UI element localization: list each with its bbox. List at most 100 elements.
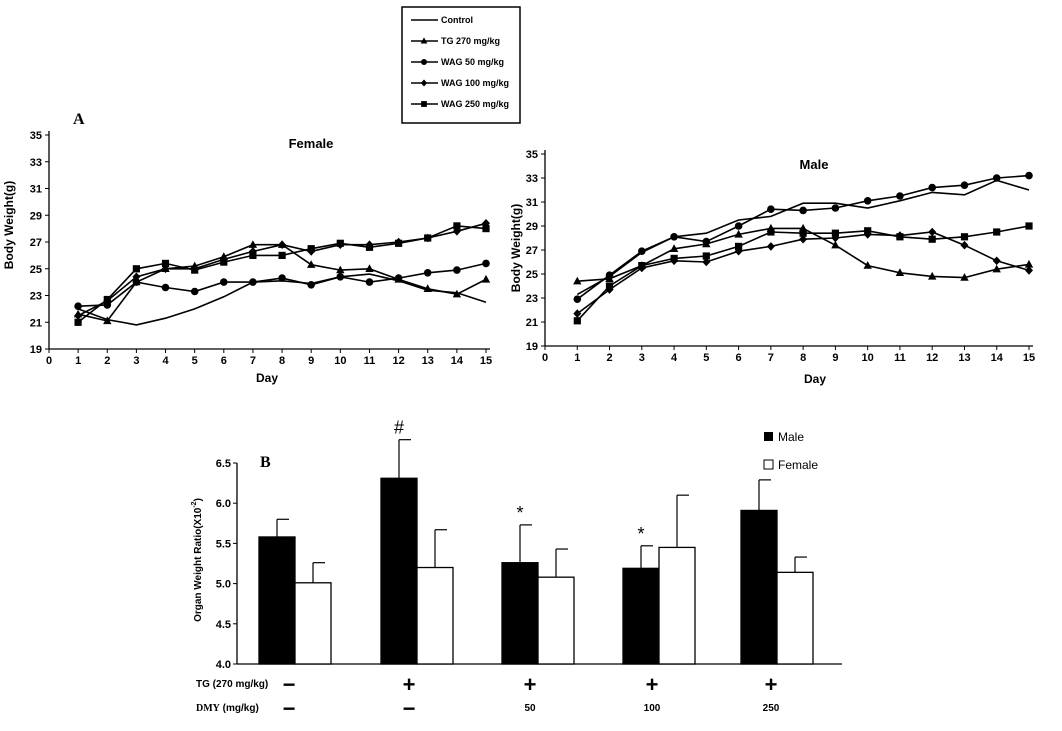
data-point bbox=[767, 228, 775, 236]
tg-row-label: TG (270 mg/kg) bbox=[196, 679, 268, 690]
x-tick-label: 6 bbox=[221, 355, 227, 367]
bar-y-axis-label-close: ) bbox=[193, 498, 204, 501]
x-tick-label: 10 bbox=[862, 352, 874, 364]
bar bbox=[658, 546, 696, 665]
treatment-conditions: TG (270 mg/kg) DMY (mg/kg) − + + + +− −50 100 2… bbox=[196, 672, 780, 721]
x-tick-label: 10 bbox=[334, 355, 346, 367]
x-tick-label: 4 bbox=[162, 355, 169, 367]
x-tick-label: 15 bbox=[1023, 352, 1035, 364]
tg-cell: − bbox=[283, 672, 296, 697]
legend-item-tg-270-mg-kg: TG 270 mg/kg bbox=[411, 36, 500, 46]
y-tick-label: 29 bbox=[30, 210, 42, 222]
y-tick-label: 35 bbox=[30, 130, 42, 142]
data-point bbox=[960, 181, 969, 189]
y-tick-label: 19 bbox=[30, 344, 42, 356]
data-point bbox=[1025, 222, 1033, 230]
x-tick-label: 14 bbox=[451, 355, 464, 367]
data-point bbox=[896, 192, 904, 200]
data-point bbox=[605, 271, 614, 279]
data-point bbox=[928, 235, 936, 243]
y-tick-label: 31 bbox=[526, 197, 538, 209]
x-tick-label: 2 bbox=[606, 352, 612, 364]
bar-series-male bbox=[258, 439, 778, 665]
data-point bbox=[670, 254, 678, 262]
line-legend: Control TG 270 mg/kg WAG 50 mg/kg WAG 100 m… bbox=[401, 6, 521, 124]
series-tg-270-mg-kg bbox=[573, 223, 1034, 285]
bar-legend: Male Female bbox=[763, 430, 818, 472]
bar bbox=[537, 576, 575, 665]
y-tick-label: 33 bbox=[30, 157, 42, 169]
bar bbox=[258, 536, 296, 665]
data-point bbox=[220, 258, 228, 266]
x-tick-label: 12 bbox=[926, 352, 938, 364]
data-point bbox=[395, 239, 403, 247]
male-line-chart: Male Body Weight(g) Day 1921232527293133… bbox=[509, 149, 1035, 386]
data-point bbox=[863, 197, 872, 205]
data-point bbox=[482, 225, 490, 233]
data-point bbox=[278, 274, 286, 282]
data-point bbox=[670, 233, 678, 241]
x-tick-label: 1 bbox=[574, 352, 580, 364]
bar bbox=[294, 582, 332, 665]
data-point bbox=[638, 247, 646, 255]
data-point bbox=[863, 261, 872, 269]
data-point bbox=[896, 233, 904, 241]
dmy-row-label-prefix: DMY bbox=[196, 703, 221, 714]
series-wag-250-mg-kg bbox=[74, 222, 490, 326]
data-point bbox=[74, 318, 82, 326]
y-tick-label: 25 bbox=[30, 264, 42, 276]
bar bbox=[776, 571, 814, 665]
bar bbox=[622, 567, 660, 665]
x-tick-label: 5 bbox=[192, 355, 198, 367]
y-tick-label: 4.0 bbox=[216, 659, 231, 671]
female-chart-title: Female bbox=[289, 136, 334, 151]
y-tick-label: 27 bbox=[30, 237, 42, 249]
y-tick-label: 31 bbox=[30, 184, 42, 196]
y-tick-label: 6.5 bbox=[216, 458, 231, 470]
data-point bbox=[103, 295, 111, 304]
data-point bbox=[702, 237, 711, 246]
tg-cell: + bbox=[524, 672, 537, 697]
data-point bbox=[766, 242, 775, 251]
y-tick-label: 4.5 bbox=[216, 619, 231, 631]
data-point bbox=[831, 229, 839, 237]
x-tick-label: 2 bbox=[104, 355, 110, 367]
female-series bbox=[73, 219, 491, 326]
legend-item-wag-250-mg-kg: WAG 250 mg/kg bbox=[411, 99, 509, 109]
y-tick-label: 19 bbox=[526, 341, 538, 353]
data-point bbox=[992, 174, 1001, 182]
bar-series-female bbox=[294, 494, 814, 665]
male-series bbox=[573, 171, 1034, 325]
bar bbox=[740, 509, 778, 665]
y-tick-label: 5.0 bbox=[216, 579, 231, 591]
y-tick-label: 23 bbox=[526, 293, 538, 305]
data-point bbox=[831, 204, 840, 212]
bar-y-axis-label-exp: -2 bbox=[191, 501, 198, 507]
data-point bbox=[864, 227, 872, 235]
data-point bbox=[734, 222, 743, 230]
dmy-row-label-unit: (mg/kg) bbox=[220, 703, 259, 714]
data-point bbox=[424, 234, 432, 242]
y-tick-label: 29 bbox=[526, 221, 538, 233]
data-point bbox=[1025, 171, 1033, 180]
y-tick-label: 21 bbox=[526, 317, 538, 329]
x-tick-label: 14 bbox=[991, 352, 1004, 364]
x-tick-label: 1 bbox=[75, 355, 81, 367]
x-tick-label: 12 bbox=[392, 355, 404, 367]
data-point bbox=[191, 266, 199, 274]
legend-label: WAG 250 mg/kg bbox=[441, 99, 509, 109]
x-tick-label: 9 bbox=[832, 352, 838, 364]
female-x-axis-label: Day bbox=[256, 371, 278, 385]
x-tick-label: 3 bbox=[639, 352, 645, 364]
y-tick-label: 35 bbox=[526, 149, 538, 161]
legend-swatch-male bbox=[764, 432, 773, 441]
data-point bbox=[702, 252, 710, 260]
data-point bbox=[928, 227, 937, 237]
panel-a-label: A bbox=[73, 111, 85, 128]
y-tick-label: 33 bbox=[526, 173, 538, 185]
legend-label: WAG 50 mg/kg bbox=[441, 57, 504, 67]
data-point bbox=[132, 265, 140, 273]
tg-cell: + bbox=[403, 672, 416, 697]
